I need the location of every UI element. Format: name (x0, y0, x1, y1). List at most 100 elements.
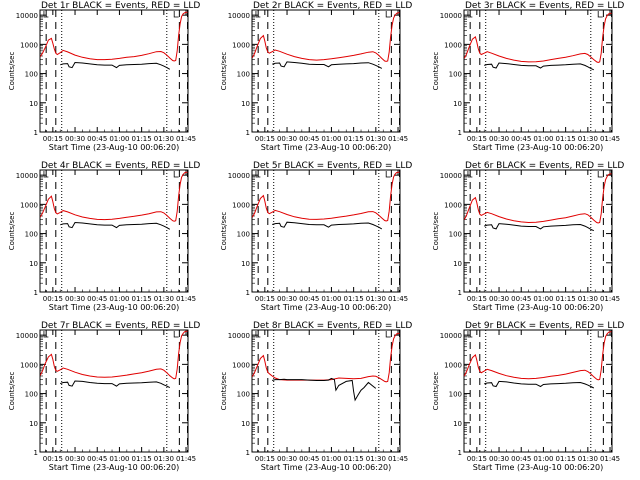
x-axis-label: Start Time (23-Aug-10 00:06:20) (261, 303, 392, 312)
panel-title: Det 4r BLACK = Events, RED = LLD (41, 161, 200, 171)
x-tick-label: 01:30 (578, 135, 598, 143)
x-tick-label: 01:45 (176, 135, 196, 143)
corner-glyph (173, 171, 179, 178)
y-tick-label: 100 (25, 391, 38, 399)
x-tick-label: 01:30 (366, 295, 386, 303)
x-tick-label: 01:30 (154, 455, 174, 463)
x-tick-label: 01:15 (344, 295, 364, 303)
y-tick-label: 10000 (440, 12, 462, 20)
corner-glyph (255, 11, 261, 18)
x-tick-label: 01:00 (109, 295, 129, 303)
x-tick-label: 00:45 (511, 295, 531, 303)
panel-9: Det 9r BLACK = Events, RED = LLD 1 10 100 10… (432, 321, 624, 472)
x-tick-label: 00:15 (255, 455, 275, 463)
y-tick-label: 10 (453, 420, 462, 428)
y-tick-label: 10 (29, 100, 38, 108)
lld-series-line (251, 12, 400, 62)
panel-title: Det 2r BLACK = Events, RED = LLD (253, 1, 412, 11)
x-tick-label: 01:45 (600, 295, 620, 303)
y-tick-label: 100 (449, 391, 462, 399)
x-tick-label: 00:45 (299, 295, 319, 303)
y-axis-label: Counts/sec (432, 212, 440, 251)
corner-glyph (385, 11, 391, 18)
x-tick-label: 00:30 (277, 135, 297, 143)
corner-glyph (173, 11, 179, 18)
x-tick-label: 01:15 (132, 295, 152, 303)
y-tick-label: 1000 (444, 201, 462, 209)
y-tick-label: 1000 (444, 41, 462, 49)
y-tick-label: 1 (458, 289, 462, 297)
x-axis-label: Start Time (23-Aug-10 00:06:20) (473, 463, 604, 472)
x-tick-label: 01:45 (176, 455, 196, 463)
y-axis-label: Counts/sec (220, 52, 228, 91)
x-tick-label: 01:45 (600, 455, 620, 463)
y-tick-label: 10000 (440, 172, 462, 180)
x-axis-label: Start Time (23-Aug-10 00:06:20) (261, 463, 392, 472)
events-series-line (272, 377, 377, 402)
corner-glyph (597, 171, 603, 178)
events-series-line (484, 223, 595, 232)
x-tick-label: 00:30 (65, 455, 85, 463)
x-tick-label: 01:00 (109, 455, 129, 463)
panel-title: Det 6r BLACK = Events, RED = LLD (465, 161, 624, 171)
y-tick-label: 10 (241, 100, 250, 108)
y-tick-label: 1 (458, 449, 462, 457)
x-tick-label: 00:30 (489, 295, 509, 303)
y-tick-label: 10000 (228, 12, 250, 20)
x-tick-label: 00:45 (511, 455, 531, 463)
y-axis-label: Counts/sec (8, 52, 16, 91)
y-tick-label: 100 (237, 231, 250, 239)
x-tick-label: 01:45 (388, 135, 408, 143)
y-tick-label: 100 (449, 71, 462, 79)
x-tick-label: 01:30 (154, 135, 174, 143)
corner-glyph (597, 331, 603, 338)
x-tick-label: 01:45 (388, 455, 408, 463)
x-tick-label: 00:45 (87, 135, 107, 143)
panel-4: Det 4r BLACK = Events, RED = LLD 1 10 100 10… (8, 161, 200, 312)
panel-title: Det 5r BLACK = Events, RED = LLD (253, 161, 412, 171)
y-axis-label: Counts/sec (432, 372, 440, 411)
x-axis-label: Start Time (23-Aug-10 00:06:20) (473, 303, 604, 312)
y-tick-label: 1 (246, 129, 250, 137)
x-tick-label: 00:15 (467, 295, 487, 303)
y-axis-label: Counts/sec (432, 52, 440, 91)
y-tick-label: 10000 (228, 332, 250, 340)
corner-glyph (43, 171, 49, 178)
lld-series-line (463, 12, 612, 64)
x-tick-label: 01:15 (132, 135, 152, 143)
y-tick-label: 10000 (16, 332, 38, 340)
corner-glyph (385, 171, 391, 178)
y-tick-label: 100 (25, 231, 38, 239)
y-tick-label: 100 (237, 391, 250, 399)
x-tick-label: 01:15 (344, 455, 364, 463)
x-tick-label: 01:30 (366, 135, 386, 143)
x-tick-label: 01:15 (556, 295, 576, 303)
x-tick-label: 00:30 (277, 455, 297, 463)
x-tick-label: 01:00 (321, 135, 341, 143)
x-tick-label: 01:15 (556, 135, 576, 143)
x-tick-label: 00:15 (43, 135, 63, 143)
panel-title: Det 7r BLACK = Events, RED = LLD (41, 321, 200, 331)
lld-series-line (463, 331, 612, 381)
x-tick-label: 00:15 (43, 455, 63, 463)
y-tick-label: 100 (449, 231, 462, 239)
y-axis-label: Counts/sec (220, 212, 228, 251)
x-axis-label: Start Time (23-Aug-10 00:06:20) (49, 143, 180, 152)
x-tick-label: 00:15 (255, 135, 275, 143)
panel-title: Det 3r BLACK = Events, RED = LLD (465, 1, 624, 11)
y-axis-label: Counts/sec (8, 372, 16, 411)
panel-2: Det 2r BLACK = Events, RED = LLD 1 10 100 10… (220, 1, 412, 152)
events-series-line (484, 380, 595, 389)
corner-glyph (43, 331, 49, 338)
x-tick-label: 00:30 (489, 135, 509, 143)
x-axis-label: Start Time (23-Aug-10 00:06:20) (261, 143, 392, 152)
x-axis-label: Start Time (23-Aug-10 00:06:20) (49, 303, 180, 312)
x-tick-label: 00:15 (255, 295, 275, 303)
y-tick-label: 10000 (16, 172, 38, 180)
panel-1: Det 1r BLACK = Events, RED = LLD 1 10 100 10… (8, 1, 200, 152)
x-tick-label: 01:30 (578, 455, 598, 463)
y-tick-label: 1000 (20, 201, 38, 209)
y-tick-label: 100 (237, 71, 250, 79)
y-tick-label: 1000 (20, 361, 38, 369)
